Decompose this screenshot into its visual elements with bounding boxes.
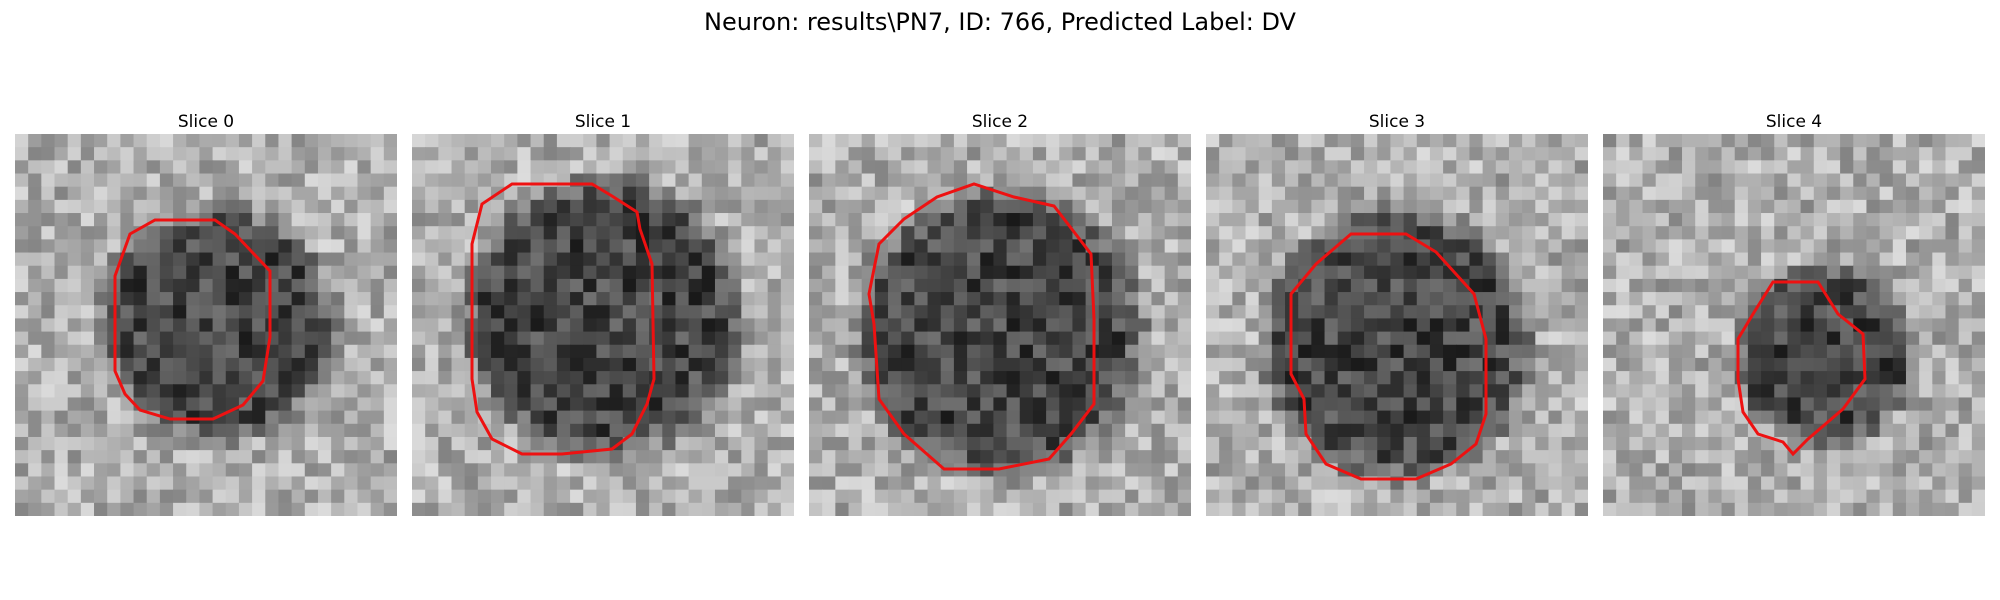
slice-panel-3: Slice 3 xyxy=(1206,110,1588,516)
slice-title: Slice 2 xyxy=(971,112,1029,132)
slice-panel-1: Slice 1 xyxy=(412,110,794,516)
slice-title: Slice 3 xyxy=(1368,112,1426,132)
slice-title: Slice 4 xyxy=(1765,112,1823,132)
slice-title: Slice 0 xyxy=(177,112,235,132)
neuron-image-slice-3 xyxy=(1206,134,1588,516)
neuron-contour xyxy=(113,218,272,421)
neuron-contour xyxy=(1289,232,1488,481)
neuron-image-slice-0 xyxy=(15,134,397,516)
neuron-contour xyxy=(470,182,656,456)
slice-panel-4: Slice 4 xyxy=(1603,110,1985,516)
neuron-image-slice-4 xyxy=(1603,134,1985,516)
figure-title: Neuron: results\PN7, ID: 766, Predicted … xyxy=(704,8,1296,36)
slice-panel-0: Slice 0 xyxy=(15,110,397,516)
slice-panel-2: Slice 2 xyxy=(809,110,1191,516)
neuron-contour xyxy=(1736,280,1867,457)
slice-title: Slice 1 xyxy=(574,112,632,132)
neuron-image-slice-1 xyxy=(412,134,794,516)
neuron-contour xyxy=(867,182,1096,471)
neuron-image-slice-2 xyxy=(809,134,1191,516)
